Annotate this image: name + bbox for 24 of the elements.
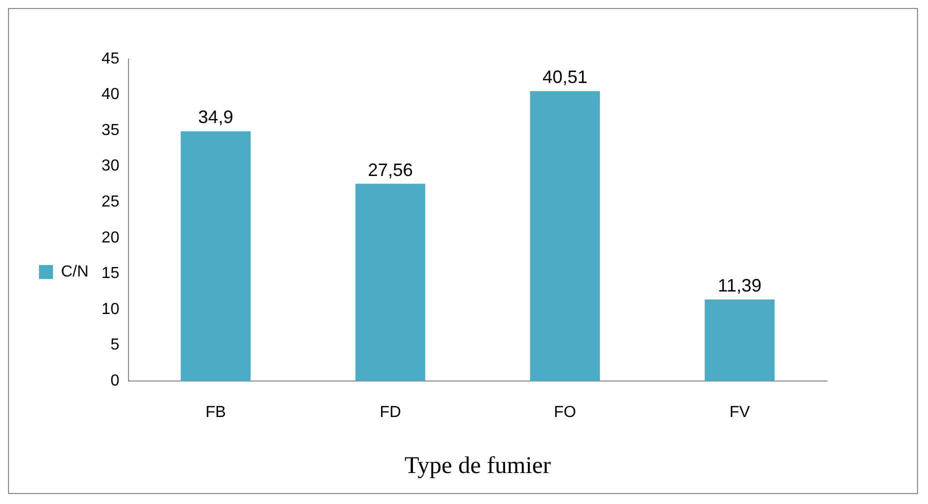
data-label: 27,56 [368,160,413,180]
x-axis-title: Type de fumier [404,452,551,479]
bar [180,131,251,381]
y-tick-label: 20 [102,229,120,246]
y-tick-label: 35 [102,122,120,139]
y-tick-label: 40 [102,86,120,104]
bar [530,91,600,381]
y-tick-label: 15 [102,265,120,282]
legend-label: C/N [61,263,89,280]
x-tick-label: FV [729,404,750,422]
y-tick-label: 25 [102,194,120,211]
bar [355,184,426,381]
bar [704,300,775,381]
x-tick-label: FO [554,404,576,422]
x-tick-label: FD [380,404,402,422]
y-tick-label: 45 [102,50,120,68]
data-label: 34,9 [198,107,234,128]
y-tick-label: 5 [110,336,120,354]
x-tick-label: FB [205,404,226,422]
data-label: 11,39 [718,275,762,296]
y-tick-label: 0 [110,372,120,390]
data-label: 40,51 [542,67,588,88]
y-tick-label: 10 [102,300,120,318]
y-tick-label: 30 [102,158,120,175]
